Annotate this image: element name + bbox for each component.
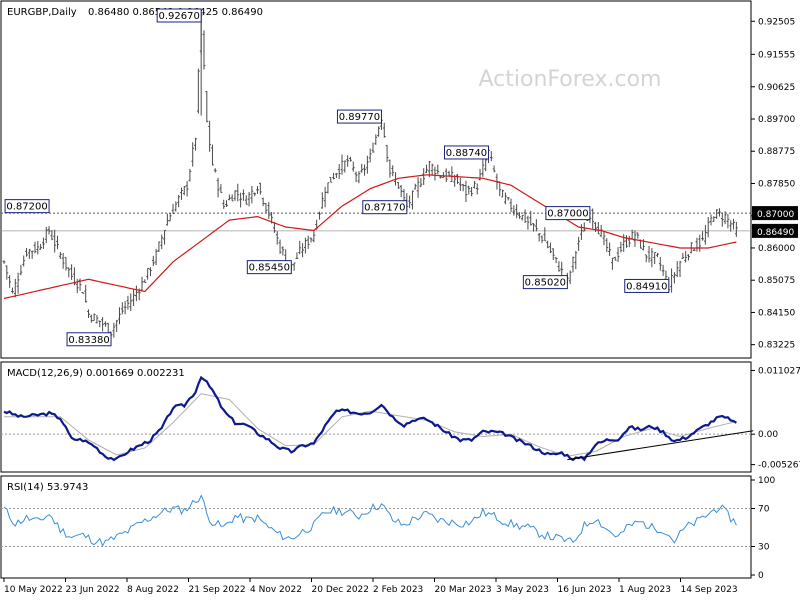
price-annotation-box (624, 278, 670, 293)
price-plot: 0.92670 0.89770 0.88740 0.87200 0.87170 0.870… (1, 8, 751, 347)
time-axis-label: 2 Feb 2023 (373, 585, 423, 595)
rsi-line (3, 494, 737, 548)
price-axis-label: 0.88775 (758, 147, 795, 157)
price-axis-label: 0.90625 (758, 83, 795, 93)
price-annotation-box (66, 332, 112, 347)
macd-line (3, 375, 737, 462)
rsi-axis-label: 0 (758, 571, 764, 581)
rsi-axis-label: 70 (758, 505, 770, 515)
price-axis-label: 0.92505 (758, 17, 795, 27)
time-axis-label: 10 May 2022 (4, 585, 63, 595)
price-annotation-label: 0.87170 (364, 203, 405, 214)
price-annotation-label: 0.83380 (68, 335, 109, 346)
macd-title: MACD(12,26,9) 0.001669 0.002231 (7, 368, 185, 379)
price-annotation-box (443, 145, 489, 160)
price-panel-frame (0, 0, 752, 359)
time-axis-label: 20 Mar 2023 (435, 585, 492, 595)
macd-signal-line (4, 393, 737, 457)
time-axis-label: 3 May 2023 (496, 585, 549, 595)
last-price-tag-label: 0.86490 (757, 228, 794, 238)
time-axis-label: 23 Jun 2022 (66, 585, 120, 595)
price-annotation-box (545, 206, 591, 221)
price-annotation-label: 0.85020 (525, 278, 566, 289)
macd-trendline (567, 430, 754, 461)
macd-axis-label: -0.005267 (758, 461, 800, 471)
time-axis-label: 4 Nov 2022 (250, 585, 302, 595)
price-annotation-label: 0.92670 (158, 11, 199, 22)
watermark: ActionForex.com (479, 67, 662, 92)
price-axis-label: 0.89700 (758, 115, 795, 125)
price-annotation-label: 0.87000 (547, 209, 588, 220)
price-annotation-box (336, 109, 382, 124)
price-annotation-label: 0.87200 (6, 202, 47, 213)
price-axis-label: 0.91555 (758, 50, 795, 60)
rsi-axis-label: 100 (758, 476, 775, 486)
time-axis-label: 20 Dec 2022 (312, 585, 370, 595)
time-axis-label: 1 Aug 2023 (619, 585, 671, 595)
last-price-tag (752, 223, 798, 238)
price-axis-label: 0.83225 (758, 341, 795, 351)
price-annotation-label: 0.88740 (446, 148, 487, 159)
symbol-title: EURGBP,Daily (7, 7, 77, 18)
axes: 0.92505 0.91555 0.90625 0.89700 0.88775 0.878… (3, 17, 800, 595)
price-annotation-box (4, 199, 50, 214)
macd-panel-frame (0, 361, 752, 473)
rsi-axis-label: 30 (758, 543, 770, 553)
sma-line (3, 174, 737, 300)
price-axis-label: 0.87850 (758, 179, 795, 189)
price-annotation-box (362, 200, 408, 215)
macd-plot (1, 375, 754, 462)
price-axis-label: 0.84150 (758, 308, 795, 318)
rsi-panel-frame (0, 475, 752, 579)
price-annotation-label: 0.89770 (339, 112, 380, 123)
rsi-title: RSI(14) 53.9743 (7, 482, 88, 493)
macd-axis-label: 0.00 (758, 430, 778, 440)
price-axis-label: 0.85075 (758, 276, 795, 286)
time-axis-label: 8 Aug 2022 (127, 585, 179, 595)
price-annotation-box (522, 275, 568, 290)
price-annotation-label: 0.85450 (249, 263, 290, 274)
price-annotation-box (246, 260, 292, 275)
macd-axis-label: 0.011027 (758, 366, 800, 376)
time-axis-label: 14 Sep 2023 (681, 585, 738, 595)
reference-price-tag (752, 206, 798, 221)
time-axis-label: 16 Jun 2023 (558, 585, 612, 595)
price-annotation-label: 0.84910 (626, 281, 667, 292)
reference-price-tag-label: 0.87000 (757, 210, 794, 220)
time-axis-label: 21 Sep 2022 (189, 585, 246, 595)
price-annotation-box (156, 8, 202, 23)
price-axis-label: 0.86000 (758, 244, 795, 254)
rsi-plot (1, 494, 751, 548)
